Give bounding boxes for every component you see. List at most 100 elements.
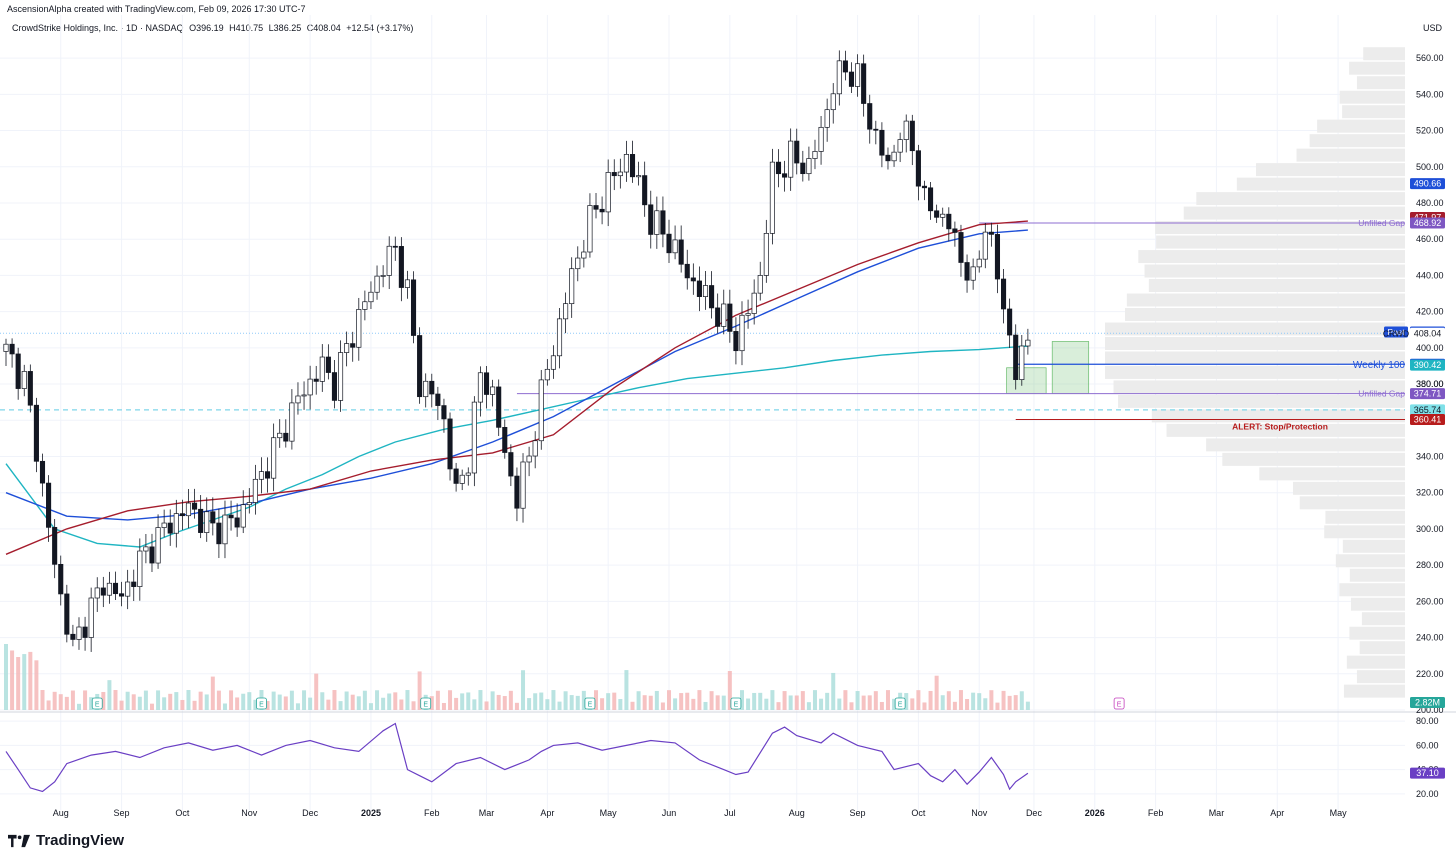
candle-body xyxy=(319,356,325,382)
volume-bar xyxy=(326,699,331,710)
time-tick-label: Jul xyxy=(724,808,736,818)
candle-body xyxy=(848,71,855,87)
price-tick-label: 560.00 xyxy=(1416,53,1444,63)
volume-bar xyxy=(514,702,519,710)
volume-bar xyxy=(162,697,167,710)
volume-bar xyxy=(235,697,240,710)
volume-bar xyxy=(831,672,836,710)
candle-body xyxy=(125,581,131,597)
candle-body xyxy=(1019,345,1025,380)
volume-bar xyxy=(143,690,148,710)
candle-body xyxy=(423,380,429,398)
price-badge-text: 390.42 xyxy=(1414,360,1442,370)
volume-bar xyxy=(1025,701,1030,710)
volume-bar xyxy=(606,693,611,710)
volume-bar xyxy=(119,700,124,710)
volume-bar xyxy=(600,698,605,710)
volume-bar xyxy=(819,698,824,710)
volume-bar xyxy=(350,694,355,710)
candle-body xyxy=(246,502,252,506)
volume-bar xyxy=(679,693,684,710)
price-tick-label: 340.00 xyxy=(1416,451,1444,461)
volume-bar xyxy=(667,690,672,710)
candle-body xyxy=(915,150,921,187)
time-tick-label: Sep xyxy=(850,808,866,818)
volume-bar xyxy=(502,696,507,710)
ohlc-open: O396.19 xyxy=(189,23,224,33)
volume-bar xyxy=(521,670,526,710)
candle-body xyxy=(82,626,88,638)
candle-body xyxy=(818,126,824,152)
price-tick-label: 400.00 xyxy=(1416,343,1444,353)
ma-red-line xyxy=(5,220,1028,555)
volume-bar xyxy=(393,692,398,710)
candle-body xyxy=(58,563,64,595)
volume-bar xyxy=(302,690,307,710)
candle-body xyxy=(392,245,398,248)
candle-body xyxy=(295,395,301,404)
price-badge: 374.71 xyxy=(1410,388,1445,400)
time-tick-label: Feb xyxy=(424,808,440,818)
volume-profile-bar xyxy=(1105,351,1405,365)
candle-body xyxy=(751,292,757,314)
candle-body xyxy=(477,372,483,403)
currency-label[interactable]: USD xyxy=(1422,23,1442,33)
volume-bar xyxy=(186,690,191,710)
candle-body xyxy=(289,402,295,442)
candle-body xyxy=(587,205,593,253)
candle-body xyxy=(210,511,216,524)
volume-profile-bar xyxy=(1356,670,1405,684)
volume-bar xyxy=(156,690,161,710)
candle-body xyxy=(952,228,958,233)
volume-bar xyxy=(180,699,185,710)
candle-body xyxy=(155,527,161,564)
symbol-title[interactable]: CrowdStrike Holdings, Inc. · 1D · NASDAQ xyxy=(12,23,184,33)
candle-body xyxy=(757,275,763,294)
candle-body xyxy=(325,356,331,373)
candle-body xyxy=(167,522,173,534)
volume-bar xyxy=(885,690,890,710)
volume-bar xyxy=(788,695,793,710)
volume-profile-bar xyxy=(1342,105,1405,119)
volume-profile-bar xyxy=(1256,163,1405,177)
candle-body xyxy=(1025,339,1031,347)
volume-bar xyxy=(70,690,75,710)
earnings-marker-label: E xyxy=(898,702,903,709)
volume-profile-bar xyxy=(1356,76,1405,90)
candle-body xyxy=(526,455,532,463)
candle-body xyxy=(106,582,112,596)
volume-bar xyxy=(417,671,422,710)
volume-bar xyxy=(952,701,957,710)
candle-body xyxy=(629,154,636,178)
earnings-marker: E xyxy=(1113,697,1125,710)
ohlc-low: L386.25 xyxy=(268,23,302,33)
volume-bar xyxy=(4,644,8,710)
time-tick-label: Dec xyxy=(1026,808,1043,818)
volume-bar xyxy=(569,695,574,710)
volume-bar xyxy=(387,693,392,710)
time-axis: Aug Sep Oct Nov Dec 2025 Feb Mar Apr May Jun Jul Aug… xyxy=(53,808,1347,818)
price-badge-text: 408.04 xyxy=(1414,328,1442,338)
candle-body xyxy=(483,372,490,395)
candle-body xyxy=(496,386,502,428)
candle-body xyxy=(727,303,733,332)
volume-profile-bar xyxy=(1317,119,1405,133)
time-tick-label: Apr xyxy=(540,808,554,818)
volume-bar xyxy=(825,692,830,710)
volume-bar xyxy=(375,690,380,710)
candle-body xyxy=(173,513,179,534)
candle-body xyxy=(234,517,240,528)
time-tick-label: May xyxy=(600,808,618,818)
gap-label-lower: Unfilled Gap xyxy=(1358,389,1405,399)
candle-body xyxy=(307,378,313,396)
volume-bar xyxy=(922,702,927,710)
candle-body xyxy=(179,513,185,517)
candle-body xyxy=(52,527,58,565)
candle-body xyxy=(490,386,496,395)
volume-profile-bar xyxy=(1222,452,1405,466)
price-badge: 408.04 CRWD xyxy=(1383,327,1445,339)
volume-bar xyxy=(210,676,215,710)
candle-body xyxy=(830,93,836,111)
volume-bar xyxy=(222,703,227,710)
